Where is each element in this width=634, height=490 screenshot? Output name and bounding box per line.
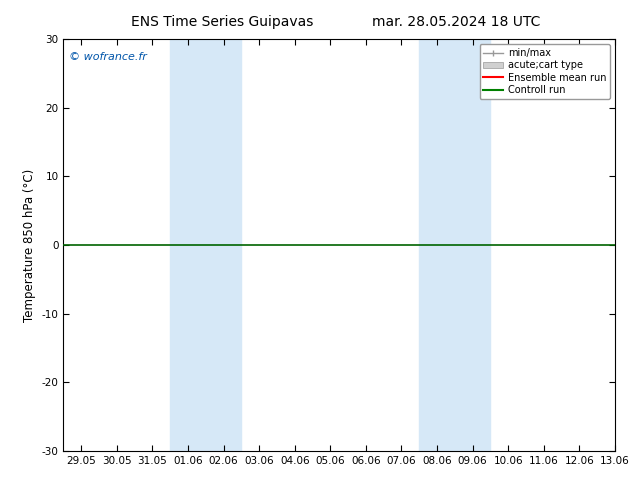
Text: mar. 28.05.2024 18 UTC: mar. 28.05.2024 18 UTC <box>372 15 541 29</box>
Y-axis label: Temperature 850 hPa (°C): Temperature 850 hPa (°C) <box>23 169 36 321</box>
Text: ENS Time Series Guipavas: ENS Time Series Guipavas <box>131 15 313 29</box>
Bar <box>170 39 242 451</box>
Text: © wofrance.fr: © wofrance.fr <box>69 51 147 62</box>
Bar <box>419 39 491 451</box>
Legend: min/max, acute;cart type, Ensemble mean run, Controll run: min/max, acute;cart type, Ensemble mean … <box>479 44 610 99</box>
